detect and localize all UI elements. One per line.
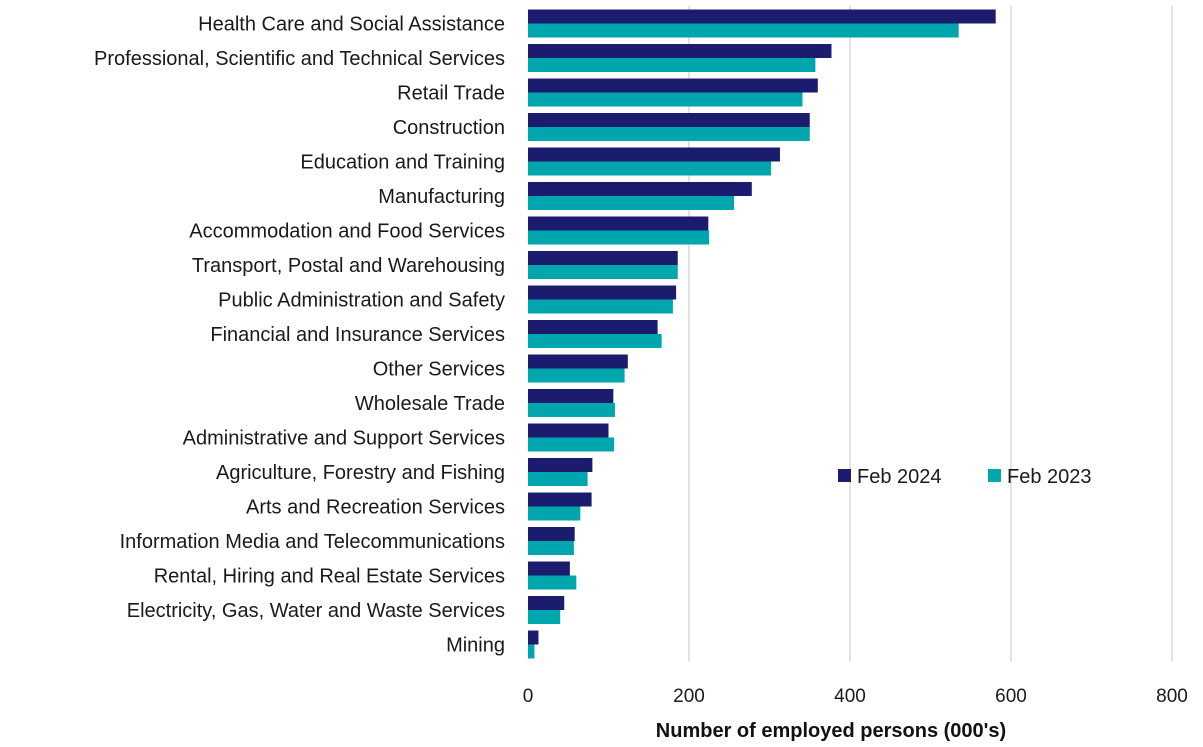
bar-feb-2023 (528, 230, 710, 245)
bar-feb-2024 (528, 527, 575, 541)
bar-feb-2024 (528, 251, 678, 265)
bar-feb-2024 (528, 458, 593, 472)
x-axis-title: Number of employed persons (000's) (656, 720, 1006, 742)
bar-feb-2024 (528, 78, 818, 93)
bar-feb-2023 (528, 334, 662, 348)
category-label: Rental, Hiring and Real Estate Services (154, 565, 505, 587)
x-tick-label: 600 (995, 686, 1027, 707)
bar-feb-2024 (528, 389, 614, 403)
category-label: Retail Trade (397, 82, 505, 104)
bar-feb-2023 (528, 299, 673, 314)
bar-feb-2024 (528, 596, 565, 610)
category-label: Other Services (373, 358, 505, 380)
gridlines (688, 6, 1173, 662)
bar-feb-2023 (528, 506, 581, 521)
bar-feb-2023 (528, 403, 615, 417)
bar-feb-2024 (528, 113, 810, 127)
bar-feb-2023 (528, 92, 803, 107)
bar-feb-2023 (528, 575, 577, 590)
category-label: Administrative and Support Services (183, 427, 505, 449)
bar-feb-2023 (528, 58, 816, 72)
bar-feb-2023 (528, 610, 561, 624)
category-label: Professional, Scientific and Technical S… (94, 48, 505, 70)
bar-feb-2023 (528, 161, 772, 176)
x-tick-label: 0 (523, 686, 534, 707)
bar-feb-2024 (528, 630, 539, 645)
category-label: Accommodation and Food Services (189, 220, 505, 242)
bar-feb-2023 (528, 472, 588, 486)
bar-feb-2024 (528, 492, 592, 507)
category-label: Transport, Postal and Warehousing (192, 255, 505, 277)
bar-feb-2023 (528, 23, 959, 38)
category-label: Education and Training (300, 151, 505, 173)
bar-feb-2024 (528, 423, 609, 438)
bar-feb-2024 (528, 182, 752, 196)
bar-feb-2023 (528, 644, 535, 659)
category-label: Wholesale Trade (355, 393, 505, 415)
bar-feb-2024 (528, 320, 658, 334)
legend-label: Feb 2024 (857, 466, 942, 488)
category-label: Financial and Insurance Services (210, 324, 505, 346)
category-label: Arts and Recreation Services (246, 496, 505, 518)
x-tick-labels: 0 200 400 600 800 (523, 686, 1188, 707)
bar-feb-2024 (528, 9, 996, 24)
legend: Feb 2024 Feb 2023 (838, 466, 1092, 488)
bar-feb-2024 (528, 147, 780, 162)
bar-feb-2023 (528, 265, 678, 279)
category-label: Manufacturing (378, 186, 505, 208)
category-label: Mining (446, 634, 505, 656)
category-label: Health Care and Social Assistance (198, 13, 505, 35)
bar-feb-2024 (528, 285, 677, 300)
bar-feb-2024 (528, 44, 832, 58)
x-tick-label: 200 (673, 686, 705, 707)
category-label: Information Media and Telecommunications (120, 531, 505, 553)
x-tick-label: 800 (1156, 686, 1188, 707)
category-label: Public Administration and Safety (218, 289, 505, 311)
bar-feb-2023 (528, 196, 735, 210)
bar-feb-2024 (528, 354, 628, 369)
legend-label: Feb 2023 (1007, 466, 1092, 488)
bar-feb-2023 (528, 127, 810, 141)
category-label: Construction (393, 117, 505, 139)
bar-feb-2023 (528, 368, 625, 383)
bar-feb-2023 (528, 541, 574, 555)
legend-swatch (988, 469, 1001, 482)
legend-swatch (838, 469, 851, 482)
category-labels: Health Care and Social Assistance Profess… (94, 13, 505, 656)
category-label: Electricity, Gas, Water and Waste Servic… (127, 600, 505, 622)
bar-feb-2024 (528, 216, 709, 231)
category-label: Agriculture, Forestry and Fishing (216, 462, 505, 484)
x-tick-label: 400 (834, 686, 866, 707)
bar-feb-2023 (528, 437, 615, 452)
bars (528, 9, 996, 659)
bar-feb-2024 (528, 561, 570, 576)
